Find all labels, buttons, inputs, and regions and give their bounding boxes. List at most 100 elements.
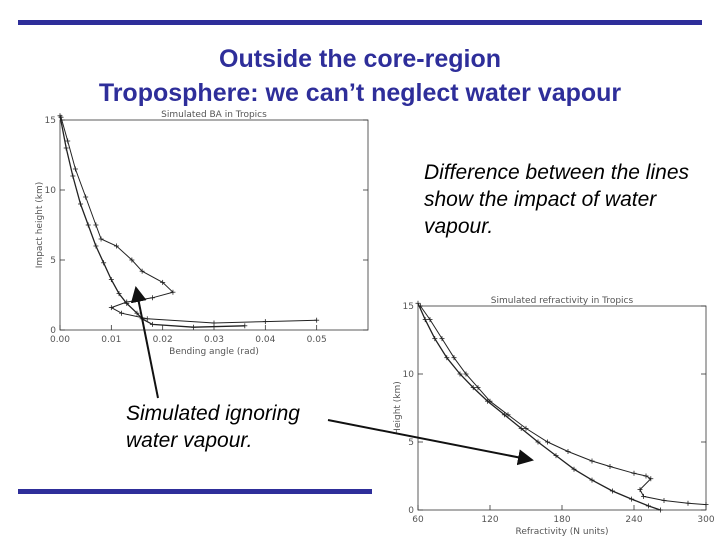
- data-point: [124, 300, 130, 306]
- data-point: [190, 324, 196, 330]
- x-tick-label: 60: [412, 515, 424, 525]
- arrow-to-bending-angle-curve: [130, 286, 159, 399]
- annotation-arrows: [130, 286, 534, 466]
- data-point: [571, 466, 577, 472]
- data-point: [108, 305, 114, 311]
- data-point: [93, 243, 99, 249]
- data-point: [648, 476, 654, 482]
- y-axis-label: Impact height (km): [35, 182, 45, 269]
- data-point: [643, 473, 649, 479]
- data-point: [160, 279, 166, 285]
- data-point: [439, 336, 445, 342]
- slide-title-line-2: Troposphere: we can’t neglect water vapo…: [98, 79, 622, 107]
- data-point: [101, 260, 107, 266]
- data-point: [93, 222, 99, 228]
- data-point: [457, 371, 463, 377]
- plot-frame: [417, 305, 707, 511]
- data-point: [444, 355, 450, 361]
- y-tick-label: 15: [403, 302, 414, 312]
- data-point: [242, 323, 248, 329]
- y-tick-label: 10: [403, 370, 415, 380]
- data-point: [65, 138, 71, 144]
- x-tick-label: 120: [481, 515, 498, 525]
- data-point: [170, 289, 176, 295]
- top-rule: [18, 20, 702, 25]
- data-point: [422, 317, 428, 323]
- series-line-1: [60, 117, 317, 324]
- data-point: [149, 295, 155, 301]
- data-point: [553, 453, 559, 459]
- data-point: [83, 194, 89, 200]
- data-point: [108, 277, 114, 283]
- data-point: [641, 493, 647, 499]
- y-tick-label: 5: [408, 438, 414, 448]
- data-point: [609, 488, 615, 494]
- data-point: [607, 463, 613, 469]
- chart-title: Simulated BA in Tropics: [161, 110, 267, 120]
- data-point: [485, 398, 491, 404]
- data-point: [211, 320, 217, 326]
- x-tick-label: 0.04: [255, 335, 275, 345]
- x-tick-label: 180: [553, 515, 570, 525]
- y-tick-label: 15: [45, 116, 56, 126]
- data-point: [116, 291, 122, 297]
- bending-angle-chart: Simulated BA in Tropics Bending angle (ra…: [35, 110, 369, 357]
- x-tick-label: 0.03: [204, 335, 224, 345]
- x-axis-label: Refractivity (N units): [515, 527, 608, 537]
- data-point: [565, 449, 571, 455]
- x-tick-label: 0.05: [307, 335, 327, 345]
- data-point: [523, 425, 529, 431]
- data-point: [139, 268, 145, 274]
- ignoring-water-vapour-note: Simulated ignoring water vapour.: [126, 402, 300, 452]
- data-point: [535, 439, 541, 445]
- x-tick-label: 0.02: [153, 335, 173, 345]
- data-point: [645, 503, 651, 509]
- y-tick-label: 5: [50, 256, 56, 266]
- x-axis-label: Bending angle (rad): [169, 347, 259, 357]
- data-point: [72, 166, 78, 172]
- chart-title: Simulated refractivity in Tropics: [491, 296, 634, 306]
- x-tick-label: 300: [697, 515, 714, 525]
- data-point: [637, 487, 643, 493]
- data-point: [262, 319, 268, 325]
- data-point: [78, 201, 84, 207]
- x-tick-label: 0.00: [50, 335, 70, 345]
- series-line-1: [419, 305, 707, 506]
- y-tick-label: 0: [408, 506, 414, 516]
- bottom-rule: [18, 489, 372, 494]
- refractivity-chart: Simulated refractivity in Tropics Refract…: [393, 296, 715, 537]
- data-point: [134, 310, 140, 316]
- data-point: [631, 470, 637, 476]
- x-tick-label: 0.01: [101, 335, 121, 345]
- data-point: [432, 336, 438, 342]
- data-point: [470, 385, 476, 391]
- data-point: [314, 317, 320, 323]
- data-point: [63, 145, 69, 151]
- data-point: [685, 500, 691, 506]
- data-point: [451, 355, 457, 361]
- data-point: [113, 243, 119, 249]
- data-point: [629, 496, 635, 502]
- data-point: [703, 502, 709, 508]
- data-point: [661, 497, 667, 503]
- difference-note: Difference between the lines show the im…: [424, 161, 689, 238]
- data-point: [475, 385, 481, 391]
- data-point: [427, 317, 433, 323]
- data-point: [85, 222, 91, 228]
- data-point: [589, 458, 595, 464]
- slide-title-line-1: Outside the core-region: [219, 45, 501, 73]
- data-point: [149, 321, 155, 327]
- data-point: [415, 300, 421, 306]
- y-tick-label: 0: [50, 326, 56, 336]
- plot-frame: [59, 119, 369, 331]
- data-point: [589, 477, 595, 483]
- data-point: [545, 439, 551, 445]
- data-point: [463, 371, 469, 377]
- data-point: [518, 425, 524, 431]
- y-tick-label: 10: [45, 186, 57, 196]
- data-point: [144, 316, 150, 322]
- arrow-to-refractivity-curve: [327, 419, 534, 466]
- data-point: [57, 113, 63, 119]
- data-point: [501, 412, 507, 418]
